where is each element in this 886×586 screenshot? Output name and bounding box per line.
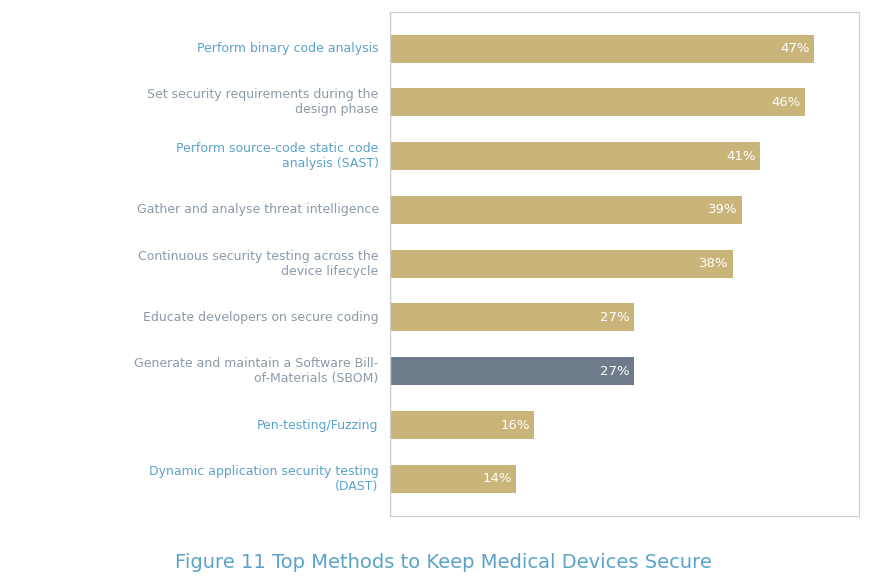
Bar — [390, 411, 534, 439]
Text: Figure 11 Top Methods to Keep Medical Devices Secure: Figure 11 Top Methods to Keep Medical De… — [175, 553, 711, 572]
Text: 47%: 47% — [781, 42, 810, 55]
Text: 16%: 16% — [501, 418, 530, 431]
Text: 41%: 41% — [726, 149, 756, 163]
Text: 14%: 14% — [482, 472, 512, 485]
Text: 27%: 27% — [600, 364, 629, 378]
Bar — [390, 35, 814, 63]
Bar — [390, 12, 859, 516]
Bar — [390, 142, 760, 170]
Bar — [390, 465, 517, 493]
Text: 27%: 27% — [600, 311, 629, 324]
Bar — [390, 88, 805, 117]
Text: 38%: 38% — [699, 257, 728, 270]
Bar — [390, 304, 633, 332]
Bar — [390, 250, 733, 278]
Text: 39%: 39% — [708, 203, 737, 216]
Bar — [390, 196, 742, 224]
Text: 46%: 46% — [772, 96, 801, 109]
Bar — [390, 357, 633, 385]
